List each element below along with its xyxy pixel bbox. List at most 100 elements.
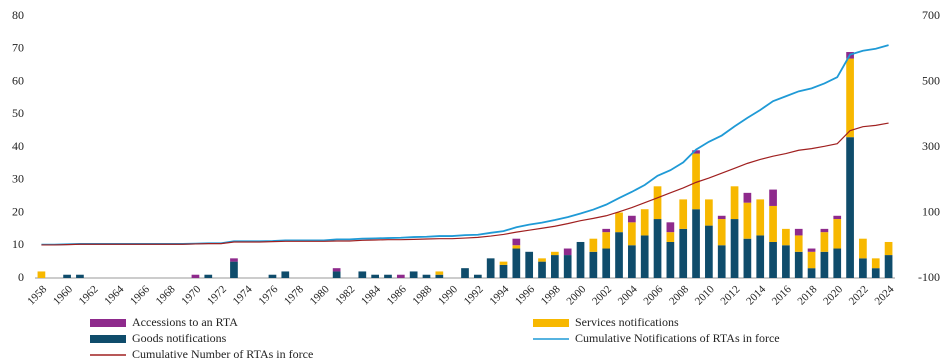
x-tick-label: 1958 [25, 283, 49, 307]
bar-segment [435, 271, 444, 275]
bar-segment [666, 241, 675, 278]
y-tick-label: 80 [12, 8, 24, 22]
x-tick-label: 2000 [564, 283, 588, 307]
bar-segment [679, 199, 688, 229]
bar-segment [384, 274, 392, 278]
x-tick-label: 2022 [847, 283, 871, 307]
bar-segment [332, 268, 341, 272]
y2-tick-label: 500 [922, 73, 940, 87]
x-tick-label: 1994 [487, 283, 511, 307]
x-tick-label: 2016 [770, 283, 794, 307]
x-tick-label: 1992 [462, 283, 486, 307]
bar-segment [692, 153, 700, 210]
bar-segment [281, 271, 290, 278]
bar-segment [371, 274, 379, 278]
x-tick-label: 2008 [667, 283, 691, 307]
bar-segment [512, 245, 521, 249]
bar-segment [653, 219, 662, 278]
x-tick-label: 1966 [128, 283, 152, 307]
bar-segment [37, 271, 46, 278]
bar-segment [743, 192, 752, 203]
x-tick-label: 1972 [205, 283, 229, 307]
bar-segment [602, 228, 611, 233]
x-tick-label: 1982 [333, 283, 357, 307]
bar-segment [846, 58, 854, 138]
bar-segment [743, 238, 752, 278]
x-tick-label: 2002 [590, 283, 614, 307]
bar-segment [628, 222, 636, 246]
bar-segment [551, 251, 559, 256]
bar-segment [782, 228, 790, 246]
y-tick-label: 70 [12, 41, 24, 55]
bar-segment [230, 258, 238, 262]
y-tick-label: 0 [18, 270, 24, 284]
bar-segment [717, 219, 726, 246]
bar-segment [435, 274, 444, 278]
x-tick-label: 1996 [513, 283, 537, 307]
bar-segment [653, 186, 662, 220]
bar-segment [846, 137, 854, 278]
bar-segment [473, 274, 482, 278]
bar-segment [512, 238, 521, 246]
bar-segment [358, 271, 367, 278]
bar-segment [807, 268, 816, 278]
bar-segment [820, 228, 829, 233]
bar-segment [884, 255, 893, 278]
bar-segment [268, 274, 277, 278]
bar-segment [563, 255, 572, 278]
legend-label: Cumulative Notifications of RTAs in forc… [575, 331, 780, 345]
x-tick-label: 1978 [282, 283, 306, 307]
x-tick-label: 1962 [77, 283, 101, 307]
legend-swatch [533, 319, 569, 327]
bar-segment [640, 235, 649, 278]
bar-segment [807, 251, 816, 269]
bar-segment [615, 212, 623, 233]
bar-segment [525, 251, 534, 278]
x-tick-label: 1986 [385, 283, 409, 307]
bar-segment [730, 219, 739, 278]
bar-segment [794, 235, 803, 252]
x-tick-label: 2024 [872, 283, 896, 307]
y-tick-label: 60 [12, 73, 24, 87]
bar-segment [807, 248, 816, 252]
bar-segment [332, 271, 341, 278]
y-tick-label: 10 [12, 237, 24, 251]
bar-segment [859, 258, 867, 278]
bar-segment [589, 251, 598, 278]
x-tick-label: 2004 [616, 283, 640, 307]
bar-segment [743, 202, 752, 239]
bar-segment [486, 258, 495, 278]
legend-label: Goods notifications [132, 331, 227, 345]
y-tick-label: 40 [12, 139, 24, 153]
bar-segment [63, 274, 71, 278]
x-tick-label: 1988 [410, 283, 434, 307]
bar-segment [409, 271, 418, 278]
bar-segment [230, 261, 238, 278]
bar-segment [628, 215, 636, 223]
bar-segment [705, 225, 713, 278]
x-tick-label: 2010 [693, 283, 717, 307]
y-tick-label: 30 [12, 172, 24, 186]
bar-segment [666, 222, 675, 233]
bar-segment [820, 232, 829, 252]
bar-segment [499, 264, 508, 278]
bar-segment [859, 238, 867, 259]
bar-segment [589, 238, 598, 252]
bar-segment [563, 248, 572, 256]
bar-segment [679, 228, 688, 278]
bar-segment [820, 251, 829, 278]
bar-segment [769, 241, 777, 278]
y2-tick-label: -100 [918, 270, 940, 284]
bar-segment [756, 199, 765, 236]
y2-tick-label: 700 [922, 8, 940, 22]
bar-segment [396, 274, 405, 278]
bar-segment [782, 245, 790, 278]
bar-segment [756, 235, 765, 278]
bar-segment [602, 248, 611, 278]
x-tick-label: 2006 [641, 283, 665, 307]
legend-label: Accessions to an RTA [132, 315, 238, 329]
x-tick-label: 2020 [821, 283, 845, 307]
bar-segment [705, 199, 713, 226]
bar-segment [833, 248, 842, 278]
y2-tick-label: 300 [922, 139, 940, 153]
